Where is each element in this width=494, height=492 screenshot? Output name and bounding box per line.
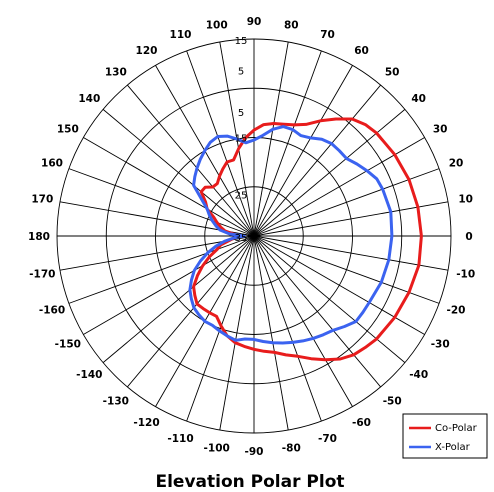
grid-spoke: [83, 137, 255, 237]
grid-spoke: [253, 109, 406, 237]
grid-spoke: [102, 235, 255, 363]
radial-tick-label: 5: [238, 108, 244, 119]
angle-tick-label: -140: [76, 369, 102, 381]
grid-spoke: [253, 235, 425, 335]
grid-spoke: [127, 235, 255, 388]
grid-spoke: [219, 235, 255, 431]
legend-label-co-polar: Co-Polar: [435, 423, 478, 434]
angle-tick-label: -120: [133, 417, 159, 429]
series-line-x-polar: [188, 125, 394, 345]
series-layer: [188, 117, 423, 362]
grid-spoke: [253, 50, 322, 237]
grid-spoke: [253, 65, 353, 237]
grid-spoke: [68, 235, 255, 304]
grid-spoke: [83, 235, 255, 335]
grid-spoke: [253, 84, 381, 237]
grid-spoke: [253, 235, 289, 431]
angle-tick-label: -150: [55, 339, 81, 351]
angle-tick-label: -80: [282, 443, 301, 455]
grid-spoke: [253, 235, 449, 271]
grid-spoke: [253, 137, 425, 237]
angle-tick-label: 90: [247, 16, 262, 28]
grid-spoke: [186, 50, 255, 237]
angle-tick-label: -50: [383, 396, 402, 408]
grid-spoke: [127, 84, 255, 237]
radial-labels: 15 5 5 15 25 35: [235, 36, 248, 244]
angle-tick-label: -90: [245, 446, 264, 458]
angle-tick-label: 140: [78, 93, 100, 105]
legend-box: [402, 413, 488, 459]
grid-spoke: [253, 235, 353, 407]
angle-tick-label: 100: [206, 19, 228, 31]
grid-spoke: [253, 235, 406, 363]
angle-tick-label: -20: [447, 305, 466, 317]
angle-tick-label: 110: [170, 29, 192, 41]
grid-spoke: [253, 201, 449, 237]
angle-tick-label: -70: [318, 433, 337, 445]
grid-spoke: [253, 235, 322, 422]
angle-tick-label: 120: [136, 45, 158, 57]
angle-tick-label: 60: [354, 45, 369, 57]
angle-tick-label: 160: [41, 158, 63, 170]
angle-tick-label: -110: [167, 433, 193, 445]
angle-tick-label: -40: [409, 369, 428, 381]
angle-tick-label: 30: [433, 124, 448, 136]
grid-spoke: [253, 235, 381, 388]
radial-tick-label: 5: [238, 67, 244, 78]
angle-tick-label: 20: [449, 158, 464, 170]
legend-label-x-polar: X-Polar: [435, 442, 471, 453]
grid-spoke: [186, 235, 255, 422]
angle-tick-label: 70: [320, 29, 335, 41]
grid-spoke: [102, 109, 255, 237]
grid-spoke: [253, 41, 289, 237]
angle-tick-label: 0: [465, 231, 472, 243]
angle-tick-label: 40: [411, 93, 426, 105]
angle-tick-label: -100: [204, 443, 230, 455]
angle-tick-label: -60: [352, 417, 371, 429]
chart-title: Elevation Polar Plot: [155, 472, 344, 492]
angle-tick-label: 50: [385, 66, 400, 78]
angle-tick-label: -10: [456, 268, 475, 280]
angle-labels: 0 10 20 30 40 50 60 70 80 90 100 110 120 130 140 150 160…: [28, 16, 475, 458]
angle-tick-label: -130: [103, 396, 129, 408]
angle-tick-label: 80: [284, 19, 299, 31]
radial-tick-label: 15: [235, 36, 248, 47]
radial-tick-label: 35: [235, 233, 248, 244]
angle-tick-label: 180: [28, 231, 50, 243]
angle-tick-label: 10: [458, 194, 473, 206]
angle-tick-label: -160: [39, 305, 65, 317]
legend: Co-Polar X-Polar: [402, 413, 488, 459]
grid-spoke: [68, 168, 255, 237]
radial-tick-label: 15: [235, 134, 248, 145]
angle-tick-label: 130: [105, 66, 127, 78]
angle-tick-label: -30: [431, 339, 450, 351]
angle-tick-label: -170: [29, 268, 55, 280]
angle-tick-label: 170: [31, 194, 53, 206]
angle-tick-label: 150: [57, 124, 79, 136]
radial-tick-label: 25: [235, 191, 248, 202]
